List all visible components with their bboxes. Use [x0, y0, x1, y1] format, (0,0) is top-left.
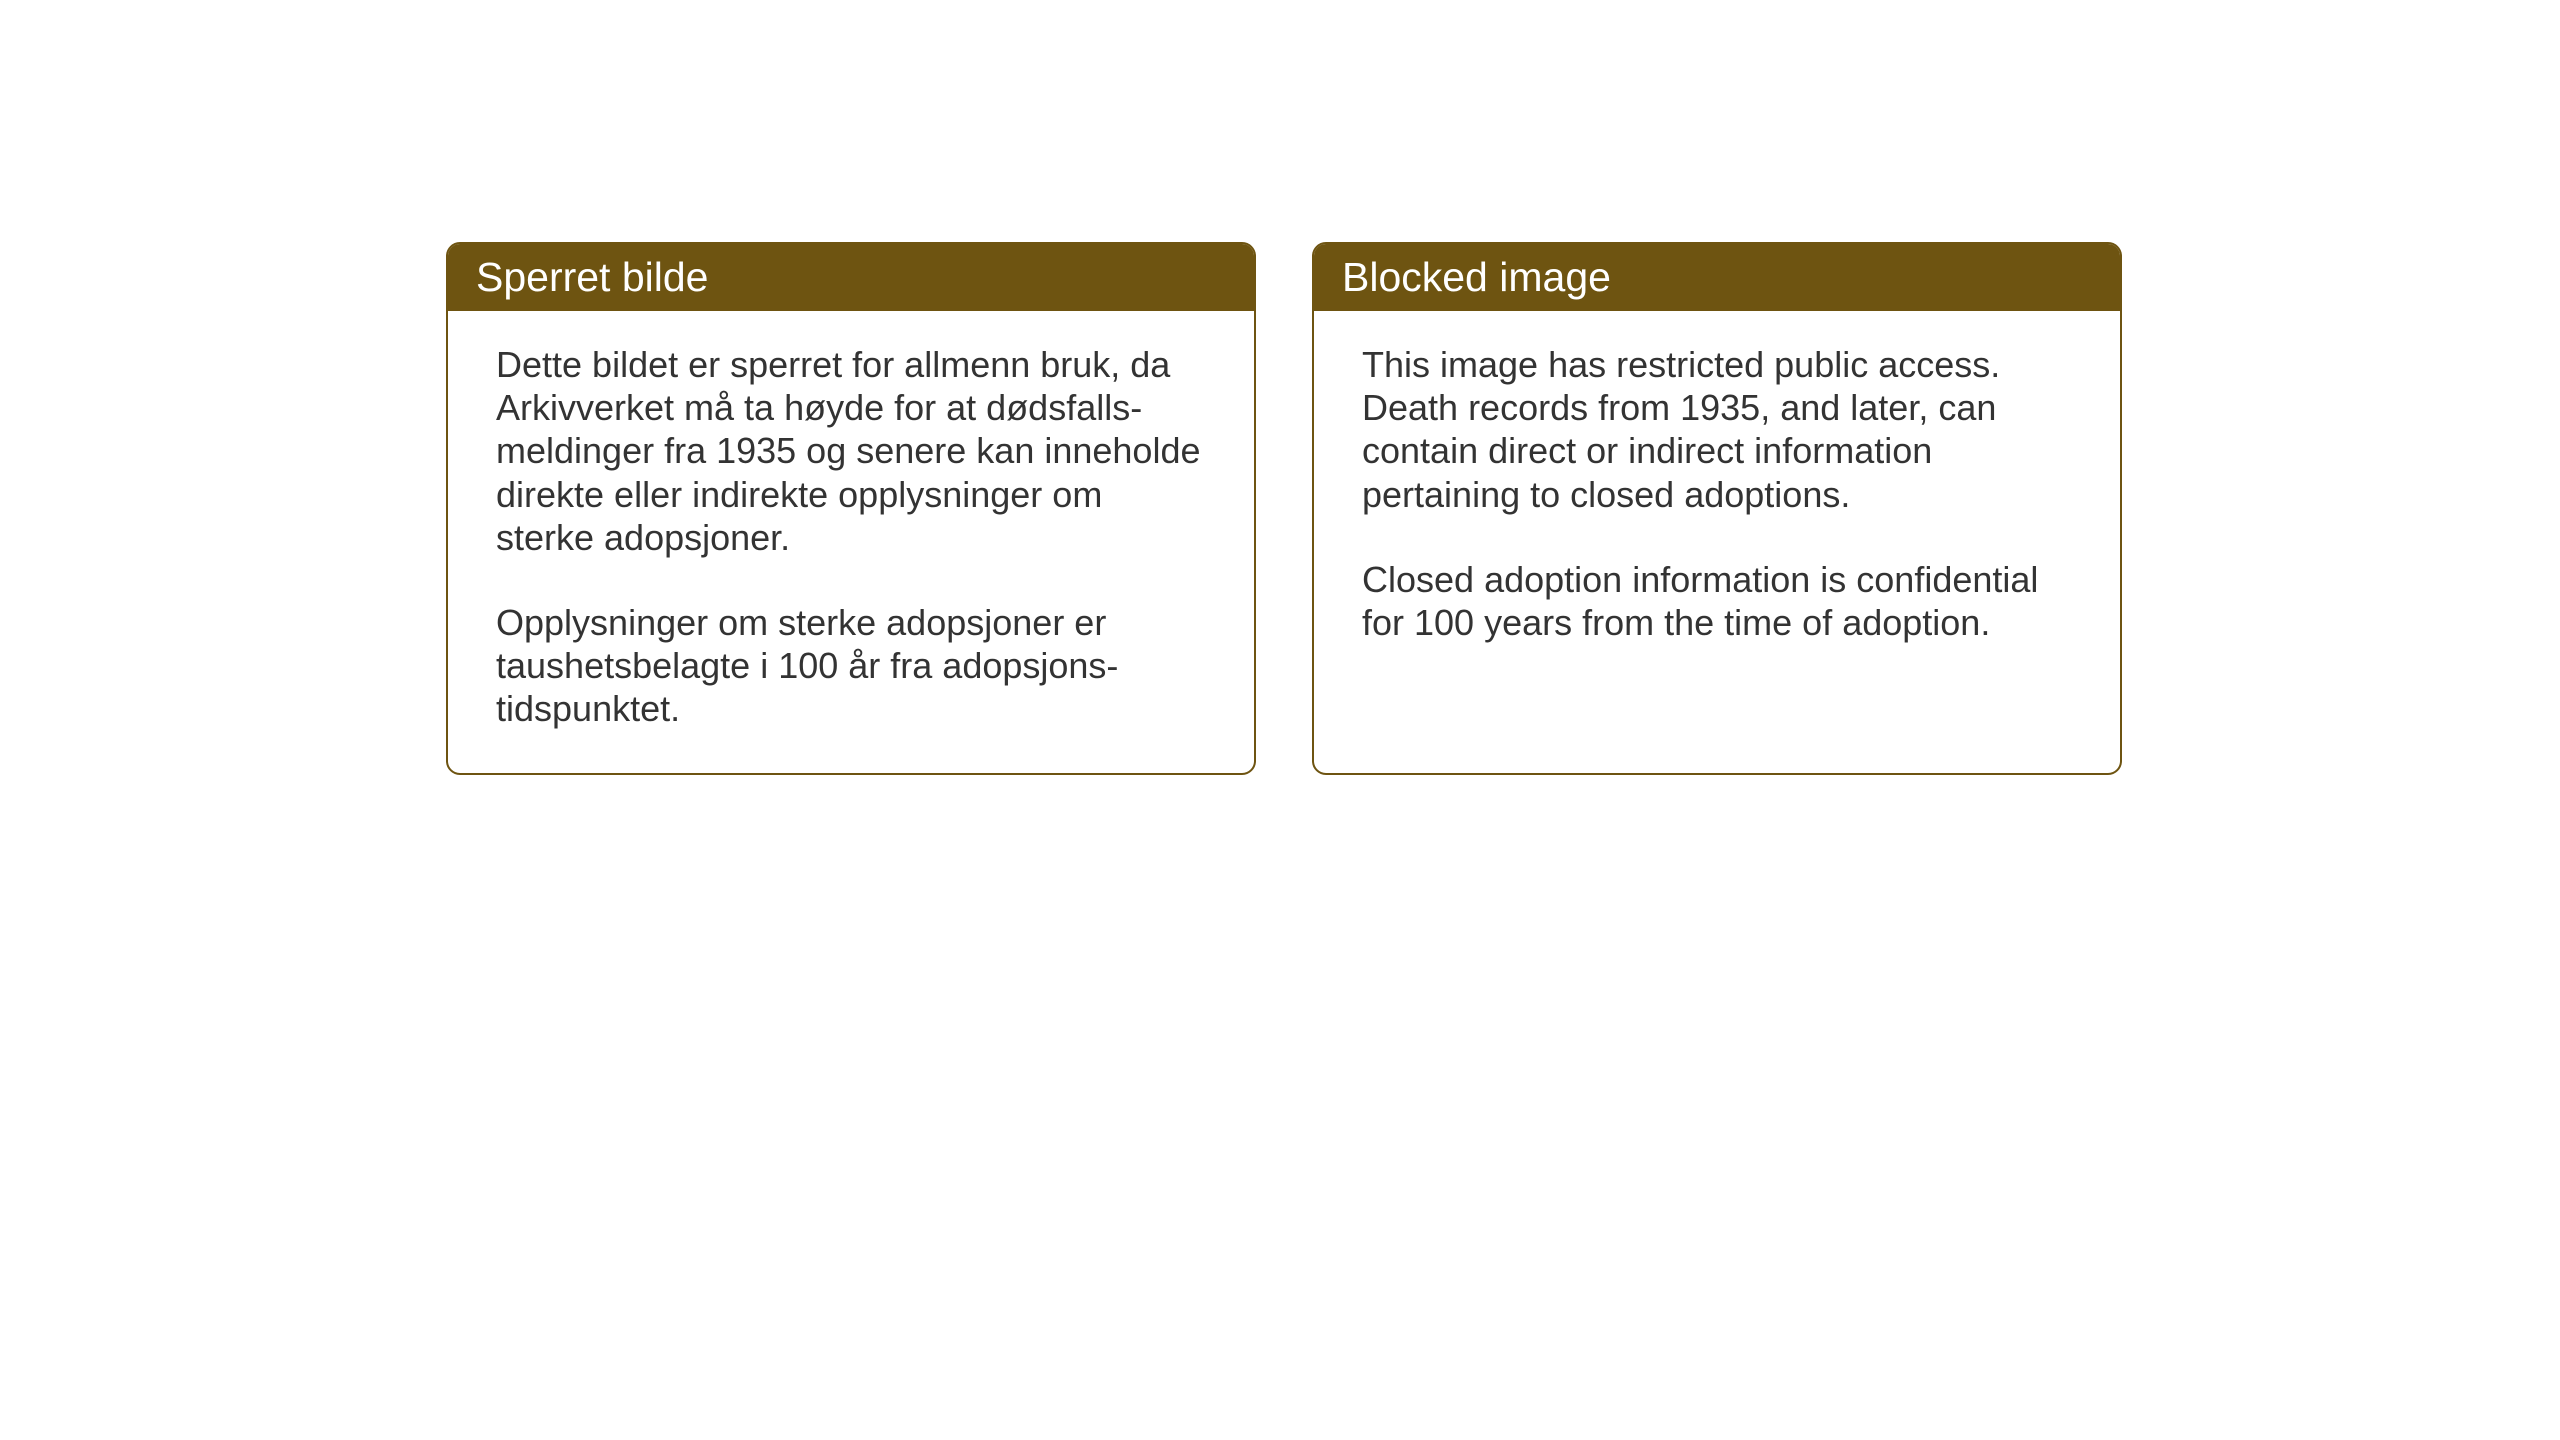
card-title-english: Blocked image — [1342, 254, 1611, 300]
card-norwegian: Sperret bilde Dette bildet er sperret fo… — [446, 242, 1256, 775]
card-paragraph-norwegian-2: Opplysninger om sterke adopsjoner er tau… — [496, 601, 1206, 731]
card-header-english: Blocked image — [1314, 244, 2120, 311]
card-title-norwegian: Sperret bilde — [476, 254, 708, 300]
card-header-norwegian: Sperret bilde — [448, 244, 1254, 311]
card-body-norwegian: Dette bildet er sperret for allmenn bruk… — [448, 311, 1254, 773]
card-paragraph-norwegian-1: Dette bildet er sperret for allmenn bruk… — [496, 343, 1206, 559]
card-english: Blocked image This image has restricted … — [1312, 242, 2122, 775]
card-paragraph-english-1: This image has restricted public access.… — [1362, 343, 2072, 516]
card-paragraph-english-2: Closed adoption information is confident… — [1362, 558, 2072, 644]
cards-container: Sperret bilde Dette bildet er sperret fo… — [446, 242, 2122, 775]
card-body-english: This image has restricted public access.… — [1314, 311, 2120, 686]
